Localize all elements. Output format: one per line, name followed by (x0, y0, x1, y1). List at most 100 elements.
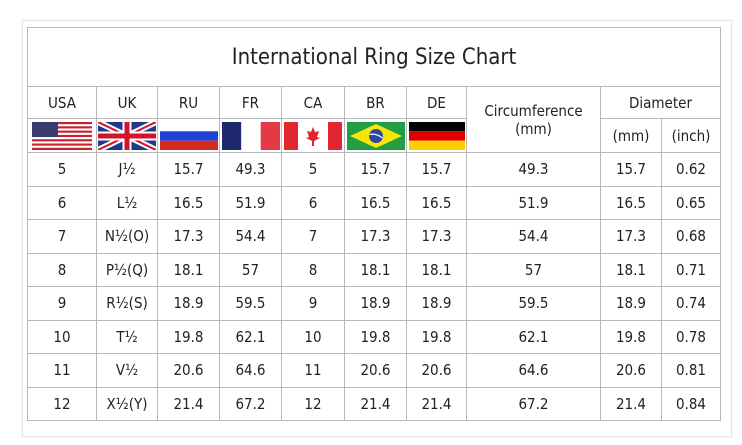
cell-diameter-inch: 0.62 (661, 152, 721, 187)
cell-ca: 7 (281, 219, 345, 254)
cell-diameter-inch: 0.78 (661, 319, 721, 354)
cell-circumference: 57 (466, 252, 601, 287)
cell-usa: 9 (27, 286, 97, 321)
header-ca: CA (281, 86, 345, 119)
cell-usa: 11 (27, 353, 97, 388)
cell-diameter-mm: 15.7 (600, 152, 662, 187)
cell-uk: V½ (96, 353, 158, 388)
cell-de: 19.8 (406, 319, 467, 354)
cell-fr: 64.6 (219, 353, 282, 388)
cell-fr: 67.2 (219, 386, 282, 421)
table-row: 8 P½(Q) 18.1 57 8 18.1 18.1 57 18.1 0.71 (27, 252, 721, 287)
cell-ru: 17.3 (157, 219, 220, 254)
cell-de: 16.5 (406, 185, 467, 220)
usa-flag-icon (27, 118, 97, 153)
cell-circumference: 67.2 (466, 386, 601, 421)
cell-ru: 18.9 (157, 286, 220, 321)
cell-uk: L½ (96, 185, 158, 220)
cell-fr: 49.3 (219, 152, 282, 187)
cell-diameter-inch: 0.74 (661, 286, 721, 321)
cell-diameter-inch: 0.81 (661, 353, 721, 388)
table-row: 5 J½ 15.7 49.3 5 15.7 15.7 49.3 15.7 0.62 (27, 152, 721, 187)
table-row: 6 L½ 16.5 51.9 6 16.5 16.5 51.9 16.5 0.65 (27, 185, 721, 220)
cell-circumference: 64.6 (466, 353, 601, 388)
cell-fr: 59.5 (219, 286, 282, 321)
cell-de: 20.6 (406, 353, 467, 388)
cell-diameter-mm: 21.4 (600, 386, 662, 421)
cell-fr: 62.1 (219, 319, 282, 354)
uk-flag-icon (96, 118, 158, 153)
cell-fr: 51.9 (219, 185, 282, 220)
cell-uk: T½ (96, 319, 158, 354)
cell-br: 17.3 (344, 219, 407, 254)
russia-flag-icon (157, 118, 220, 153)
cell-de: 18.1 (406, 252, 467, 287)
ring-size-table: International Ring Size Chart USA UK RU … (27, 27, 721, 421)
table-row: 9 R½(S) 18.9 59.5 9 18.9 18.9 59.5 18.9 0.74 (27, 286, 721, 321)
cell-diameter-mm: 18.1 (600, 252, 662, 287)
cell-br: 18.9 (344, 286, 407, 321)
cell-usa: 6 (27, 185, 97, 220)
cell-ca: 12 (281, 386, 345, 421)
cell-usa: 12 (27, 386, 97, 421)
cell-diameter-mm: 20.6 (600, 353, 662, 388)
cell-ru: 21.4 (157, 386, 220, 421)
canada-flag-icon (281, 118, 345, 153)
cell-de: 15.7 (406, 152, 467, 187)
cell-circumference: 51.9 (466, 185, 601, 220)
header-br: BR (344, 86, 407, 119)
cell-ca: 5 (281, 152, 345, 187)
cell-ru: 18.1 (157, 252, 220, 287)
cell-usa: 10 (27, 319, 97, 354)
header-usa: USA (27, 86, 97, 119)
cell-br: 21.4 (344, 386, 407, 421)
header-uk: UK (96, 86, 158, 119)
header-fr: FR (219, 86, 282, 119)
table-row: 10 T½ 19.8 62.1 10 19.8 19.8 62.1 19.8 0.78 (27, 319, 721, 354)
cell-circumference: 62.1 (466, 319, 601, 354)
cell-br: 18.1 (344, 252, 407, 287)
cell-fr: 54.4 (219, 219, 282, 254)
cell-fr: 57 (219, 252, 282, 287)
cell-ca: 8 (281, 252, 345, 287)
cell-br: 20.6 (344, 353, 407, 388)
france-flag-icon (219, 118, 282, 153)
cell-diameter-inch: 0.71 (661, 252, 721, 287)
cell-ru: 20.6 (157, 353, 220, 388)
header-de: DE (406, 86, 467, 119)
table-row: 7 N½(O) 17.3 54.4 7 17.3 17.3 54.4 17.3 0.68 (27, 219, 721, 254)
cell-de: 17.3 (406, 219, 467, 254)
cell-usa: 8 (27, 252, 97, 287)
cell-ca: 10 (281, 319, 345, 354)
cell-uk: R½(S) (96, 286, 158, 321)
chart-frame (22, 20, 732, 437)
table-title: International Ring Size Chart (27, 27, 721, 87)
cell-br: 19.8 (344, 319, 407, 354)
cell-ca: 11 (281, 353, 345, 388)
cell-circumference: 54.4 (466, 219, 601, 254)
header-diameter-mm: (mm) (600, 118, 662, 153)
cell-circumference: 49.3 (466, 152, 601, 187)
header-diameter: Diameter (600, 86, 721, 119)
cell-usa: 5 (27, 152, 97, 187)
header-ru: RU (157, 86, 220, 119)
cell-de: 21.4 (406, 386, 467, 421)
brazil-flag-icon (344, 118, 407, 153)
cell-br: 16.5 (344, 185, 407, 220)
cell-uk: P½(Q) (96, 252, 158, 287)
table-row: 11 V½ 20.6 64.6 11 20.6 20.6 64.6 20.6 0.81 (27, 353, 721, 388)
table-row: 12 X½(Y) 21.4 67.2 12 21.4 21.4 67.2 21.4 0.84 (27, 386, 721, 421)
cell-de: 18.9 (406, 286, 467, 321)
cell-ca: 6 (281, 185, 345, 220)
circumference-unit: (mm) (515, 119, 552, 138)
cell-ru: 19.8 (157, 319, 220, 354)
cell-br: 15.7 (344, 152, 407, 187)
header-circumference: Circumference (mm) (466, 86, 601, 153)
cell-circumference: 59.5 (466, 286, 601, 321)
cell-ca: 9 (281, 286, 345, 321)
germany-flag-icon (406, 118, 467, 153)
cell-diameter-mm: 16.5 (600, 185, 662, 220)
cell-diameter-mm: 17.3 (600, 219, 662, 254)
cell-diameter-inch: 0.68 (661, 219, 721, 254)
cell-ru: 16.5 (157, 185, 220, 220)
